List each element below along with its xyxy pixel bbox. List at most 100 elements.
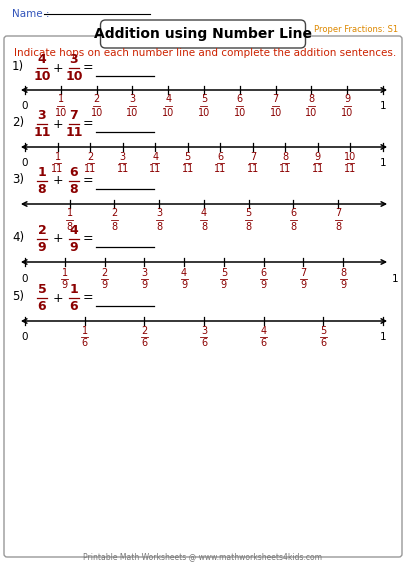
Text: +: + xyxy=(53,61,63,75)
Text: 9: 9 xyxy=(181,281,187,290)
Text: 11: 11 xyxy=(311,165,323,174)
Text: 3): 3) xyxy=(12,173,24,186)
Text: 10: 10 xyxy=(162,107,174,118)
Text: 4: 4 xyxy=(38,53,46,66)
Text: 1: 1 xyxy=(38,166,46,179)
Text: 4: 4 xyxy=(165,95,171,104)
Text: 2: 2 xyxy=(87,152,93,161)
Text: 3: 3 xyxy=(156,208,162,219)
Text: 9: 9 xyxy=(339,281,345,290)
Text: 11: 11 xyxy=(116,165,128,174)
Text: 10: 10 xyxy=(33,70,51,83)
Text: 10: 10 xyxy=(340,107,352,118)
Text: 9: 9 xyxy=(101,281,107,290)
Text: 8: 8 xyxy=(66,222,72,231)
Text: +: + xyxy=(53,174,63,188)
Text: 8: 8 xyxy=(281,152,288,161)
Text: 11: 11 xyxy=(51,165,64,174)
Text: 2): 2) xyxy=(12,116,24,129)
Text: 8: 8 xyxy=(307,95,314,104)
Text: 5: 5 xyxy=(320,325,326,335)
Text: 3: 3 xyxy=(200,325,207,335)
Text: 5: 5 xyxy=(245,208,251,219)
Text: Proper Fractions: S1: Proper Fractions: S1 xyxy=(313,25,397,34)
Text: 2: 2 xyxy=(93,95,100,104)
Text: 4: 4 xyxy=(181,267,187,277)
Text: 9: 9 xyxy=(38,241,46,254)
Text: 4: 4 xyxy=(260,325,266,335)
Text: 11: 11 xyxy=(343,165,356,174)
Text: 11: 11 xyxy=(246,165,258,174)
Text: 6: 6 xyxy=(217,152,223,161)
Text: 2: 2 xyxy=(141,325,147,335)
Text: 6: 6 xyxy=(290,208,296,219)
Text: 8: 8 xyxy=(200,222,207,231)
Text: 11: 11 xyxy=(213,165,226,174)
Text: 1: 1 xyxy=(391,274,397,284)
Text: 2: 2 xyxy=(101,267,107,277)
Text: 9: 9 xyxy=(314,152,320,161)
Text: Name :: Name : xyxy=(12,9,49,19)
Text: 0: 0 xyxy=(22,332,28,342)
Text: 9: 9 xyxy=(220,281,226,290)
Text: +: + xyxy=(53,118,63,130)
Text: 11: 11 xyxy=(149,165,161,174)
Text: 5): 5) xyxy=(12,290,24,303)
Text: Addition using Number Line: Addition using Number Line xyxy=(94,27,311,41)
Text: =: = xyxy=(83,118,93,130)
Text: 5: 5 xyxy=(200,95,207,104)
Text: 1: 1 xyxy=(379,158,386,168)
Text: 1: 1 xyxy=(62,267,68,277)
Text: 9: 9 xyxy=(300,281,306,290)
Text: 11: 11 xyxy=(279,165,291,174)
Text: 1: 1 xyxy=(379,332,386,342)
Text: 10: 10 xyxy=(269,107,281,118)
Text: 11: 11 xyxy=(181,165,193,174)
Text: 10: 10 xyxy=(233,107,245,118)
Text: 11: 11 xyxy=(84,165,96,174)
Text: 9: 9 xyxy=(260,281,266,290)
Text: 5: 5 xyxy=(220,267,226,277)
Text: 2: 2 xyxy=(38,224,46,237)
Text: 3: 3 xyxy=(141,267,147,277)
Text: 8: 8 xyxy=(339,267,345,277)
Text: Indicate hops on each number line and complete the addition sentences.: Indicate hops on each number line and co… xyxy=(14,48,395,58)
Text: 6: 6 xyxy=(70,166,78,179)
Text: =: = xyxy=(83,174,93,188)
Text: 7: 7 xyxy=(334,208,341,219)
Text: 1): 1) xyxy=(12,60,24,73)
Text: 5: 5 xyxy=(184,152,190,161)
Text: 8: 8 xyxy=(70,183,78,196)
Text: 3: 3 xyxy=(70,53,78,66)
Text: +: + xyxy=(53,292,63,304)
Text: 5: 5 xyxy=(38,283,46,296)
Text: 6: 6 xyxy=(260,267,266,277)
Text: 10: 10 xyxy=(65,70,83,83)
Text: 4: 4 xyxy=(152,152,158,161)
Text: Printable Math Worksheets @ www.mathworksheets4kids.com: Printable Math Worksheets @ www.mathwork… xyxy=(83,552,322,561)
Text: 7: 7 xyxy=(272,95,278,104)
Text: 8: 8 xyxy=(111,222,117,231)
Text: 4: 4 xyxy=(200,208,207,219)
Text: 10: 10 xyxy=(305,107,317,118)
Text: 2: 2 xyxy=(111,208,117,219)
Text: +: + xyxy=(53,232,63,246)
Text: 6: 6 xyxy=(236,95,242,104)
Text: 8: 8 xyxy=(290,222,296,231)
Text: 11: 11 xyxy=(33,126,51,139)
FancyBboxPatch shape xyxy=(100,20,305,48)
Text: 6: 6 xyxy=(38,300,46,313)
Text: 11: 11 xyxy=(65,126,83,139)
Text: 8: 8 xyxy=(38,183,46,196)
Text: =: = xyxy=(83,292,93,304)
Text: 10: 10 xyxy=(55,107,67,118)
Text: 10: 10 xyxy=(343,152,356,161)
Text: 3: 3 xyxy=(38,109,46,122)
Text: 0: 0 xyxy=(22,158,28,168)
Text: =: = xyxy=(83,61,93,75)
Text: 1: 1 xyxy=(69,283,78,296)
Text: 10: 10 xyxy=(90,107,102,118)
Text: 1: 1 xyxy=(379,101,386,111)
Text: 3: 3 xyxy=(129,95,135,104)
Text: 6: 6 xyxy=(200,339,207,348)
